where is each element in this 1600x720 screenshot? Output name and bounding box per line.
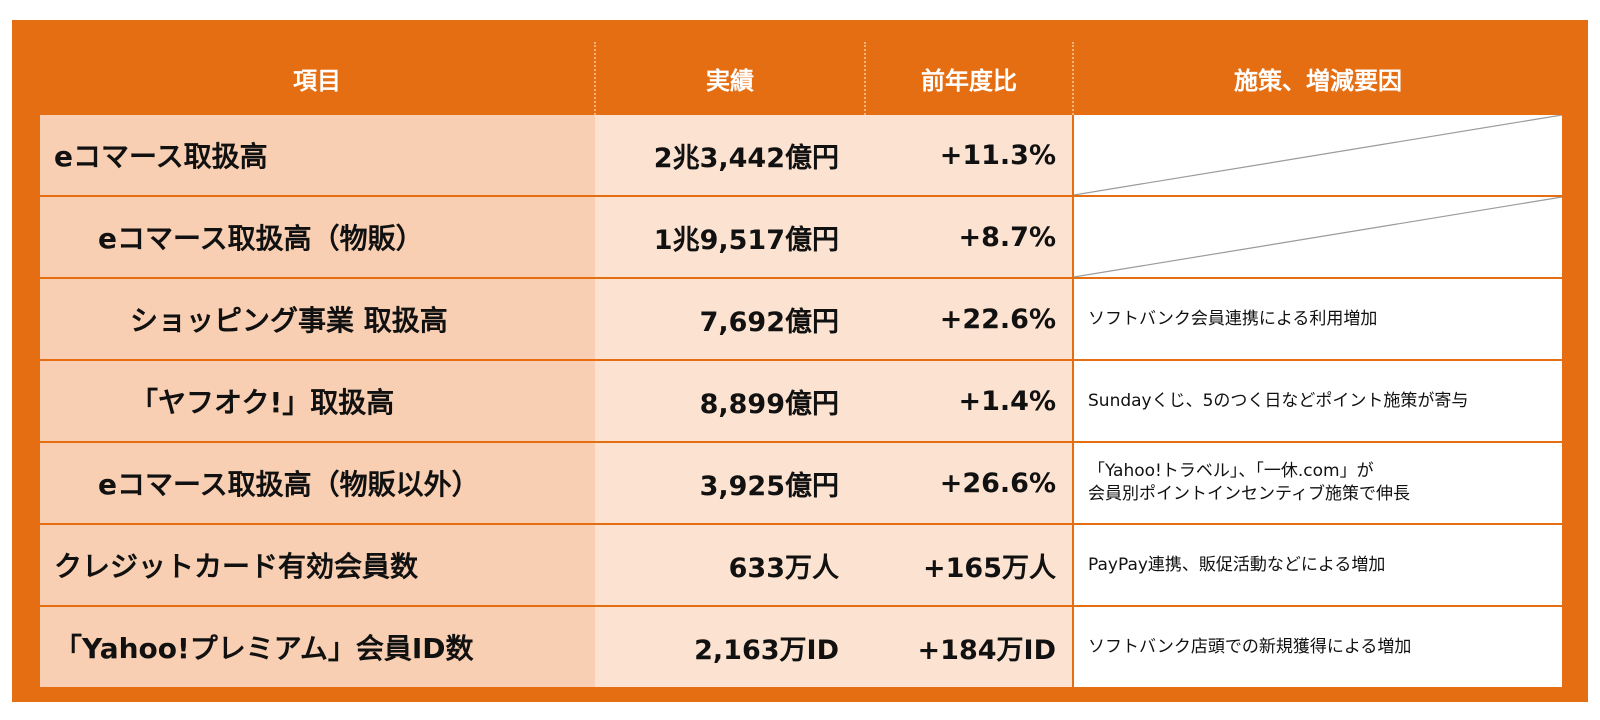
- item-cell: eコマース取扱高: [40, 115, 595, 196]
- item-cell: 「Yahoo!プレミアム」会員ID数: [40, 605, 595, 687]
- table-row: ショッピング事業 取扱高 7,692億円 +22.6% ソフトバンク会員連携によ…: [40, 277, 1562, 360]
- header-notes: 施策、増減要因: [1234, 67, 1402, 95]
- table-row: 「Yahoo!プレミアム」会員ID数 2,163万ID +184万ID ソフトバ…: [40, 605, 1562, 687]
- yoy-cell: +8.7%: [865, 195, 1073, 278]
- header-yoy: 前年度比: [865, 42, 1074, 115]
- table-row: eコマース取扱高（物販以外） 3,925億円 +26.6% 「Yahoo!トラベ…: [40, 441, 1562, 524]
- note-cell: 「Yahoo!トラベル」、「一休.com」が 会員別ポイントインセンティブ施策で…: [1072, 441, 1562, 524]
- header-item: 項目: [40, 42, 596, 115]
- note-cell: ソフトバンク店頭での新規獲得による増加: [1072, 605, 1562, 687]
- actual-cell: 633万人: [595, 523, 865, 606]
- note-cell-empty: [1072, 195, 1562, 278]
- actual-cell: 7,692億円: [595, 277, 865, 360]
- table-row: eコマース取扱高 2兆3,442億円 +11.3%: [40, 115, 1562, 196]
- yoy-cell: +184万ID: [865, 605, 1073, 687]
- item-cell: クレジットカード有効会員数: [40, 523, 595, 606]
- actual-cell: 1兆9,517億円: [595, 195, 865, 278]
- table-row: クレジットカード有効会員数 633万人 +165万人 PayPay連携、販促活動…: [40, 523, 1562, 606]
- item-cell: eコマース取扱高（物販以外）: [40, 441, 595, 524]
- note-cell: PayPay連携、販促活動などによる増加: [1072, 523, 1562, 606]
- note-line: 会員別ポイントインセンティブ施策で伸長: [1088, 484, 1410, 504]
- actual-cell: 2兆3,442億円: [595, 115, 865, 196]
- yoy-cell: +165万人: [865, 523, 1073, 606]
- table-row: 「ヤフオク!」取扱高 8,899億円 +1.4% Sundayくじ、5のつく日な…: [40, 359, 1562, 442]
- actual-cell: 8,899億円: [595, 359, 865, 442]
- yoy-cell: +1.4%: [865, 359, 1073, 442]
- item-cell: 「ヤフオク!」取扱高: [40, 359, 595, 442]
- results-table: 項目 実績 前年度比 施策、増減要因 eコマース取扱高 2兆3,442億円 +1…: [40, 42, 1562, 687]
- header-actual: 実績: [595, 42, 866, 115]
- table-row: eコマース取扱高（物販） 1兆9,517億円 +8.7%: [40, 195, 1562, 278]
- note-line: 「Yahoo!トラベル」、「一休.com」が: [1088, 461, 1374, 482]
- note-cell-empty: [1072, 115, 1562, 196]
- diagonal-line: [1074, 115, 1562, 195]
- yoy-cell: +11.3%: [865, 115, 1073, 196]
- item-cell: ショッピング事業 取扱高: [40, 277, 595, 360]
- actual-cell: 2,163万ID: [595, 605, 865, 687]
- yoy-cell: +26.6%: [865, 441, 1073, 524]
- item-cell: eコマース取扱高（物販）: [40, 195, 595, 278]
- note-cell: ソフトバンク会員連携による利用増加: [1072, 277, 1562, 360]
- actual-cell: 3,925億円: [595, 441, 865, 524]
- table-header-row: 項目 実績 前年度比 施策、増減要因: [40, 42, 1562, 115]
- diagonal-line: [1074, 197, 1562, 277]
- results-table-frame: 項目 実績 前年度比 施策、増減要因 eコマース取扱高 2兆3,442億円 +1…: [12, 20, 1588, 702]
- note-cell: Sundayくじ、5のつく日などポイント施策が寄与: [1072, 359, 1562, 442]
- yoy-cell: +22.6%: [865, 277, 1073, 360]
